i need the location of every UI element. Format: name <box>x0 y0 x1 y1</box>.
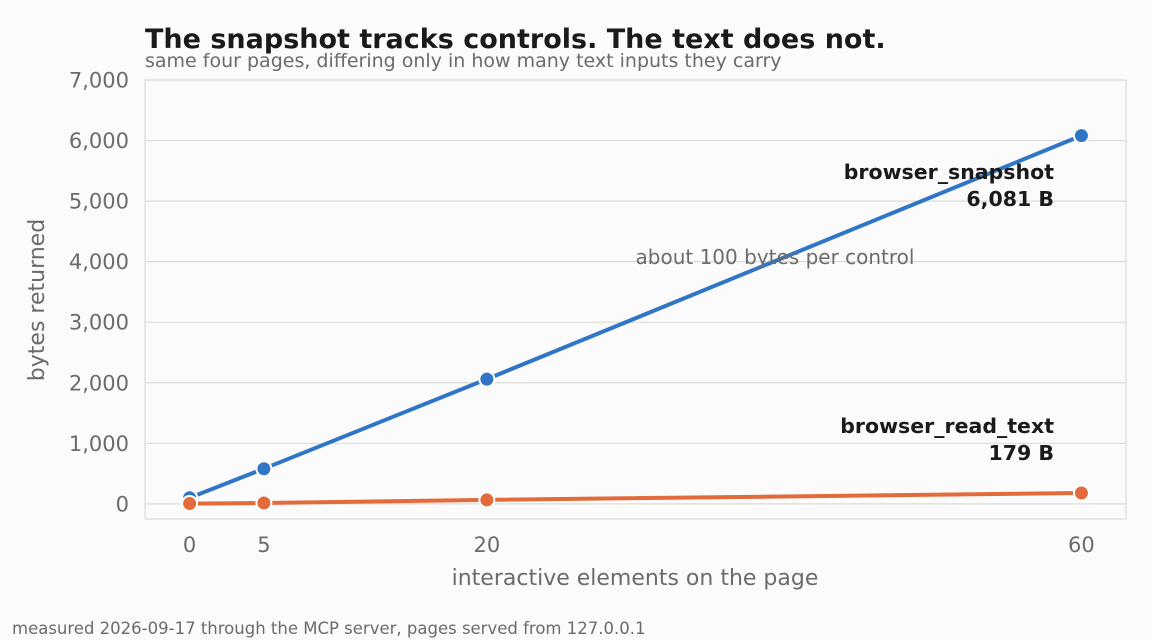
x-tick-labels: 0 5 20 60 <box>183 533 1095 557</box>
series-line <box>187 133 1084 500</box>
data-point <box>478 370 496 388</box>
series-browser_read_text <box>181 484 1090 513</box>
y-tick-label: 1,000 <box>69 432 129 456</box>
slope-annotation: about 100 bytes per control <box>636 245 915 269</box>
data-point <box>1072 484 1090 502</box>
y-tick-label: 0 <box>116 492 129 516</box>
x-axis-label: interactive elements on the page <box>452 566 819 591</box>
y-tick-label: 3,000 <box>69 311 129 335</box>
series-end-value-read-text: 179 B <box>988 441 1054 465</box>
y-tick-label: 6,000 <box>69 129 129 153</box>
data-point <box>181 495 199 513</box>
y-tick-label: 7,000 <box>69 69 129 93</box>
series-lines <box>181 127 1090 513</box>
chart-title: The snapshot tracks controls. The text d… <box>145 24 886 55</box>
x-tick-label: 60 <box>1068 533 1095 557</box>
plot-frame <box>144 79 1127 520</box>
series-label-read-text: browser_read_text <box>840 414 1054 438</box>
y-tick-labels: 0 1,000 2,000 3,000 4,000 5,000 6,000 7,000 <box>69 69 129 517</box>
data-point <box>255 460 273 478</box>
x-tick-label: 5 <box>257 533 270 557</box>
series-end-value-snapshot: 6,081 B <box>966 187 1054 211</box>
series-label-snapshot: browser_snapshot <box>844 160 1054 184</box>
y-tick-label: 4,000 <box>69 250 129 274</box>
x-tick-label: 20 <box>473 533 500 557</box>
data-point <box>255 494 273 512</box>
gridlines <box>145 79 1126 505</box>
y-tick-label: 2,000 <box>69 371 129 395</box>
series-line <box>187 491 1084 506</box>
y-axis-label: bytes returned <box>25 219 50 381</box>
data-point <box>1072 127 1090 145</box>
series-browser_snapshot <box>181 127 1090 507</box>
data-point <box>478 491 496 509</box>
y-tick-label: 5,000 <box>69 190 129 214</box>
footnote: measured 2026-09-17 through the MCP serv… <box>12 619 645 638</box>
chart-subtitle: same four pages, differing only in how m… <box>145 50 782 72</box>
x-tick-label: 0 <box>183 533 196 557</box>
